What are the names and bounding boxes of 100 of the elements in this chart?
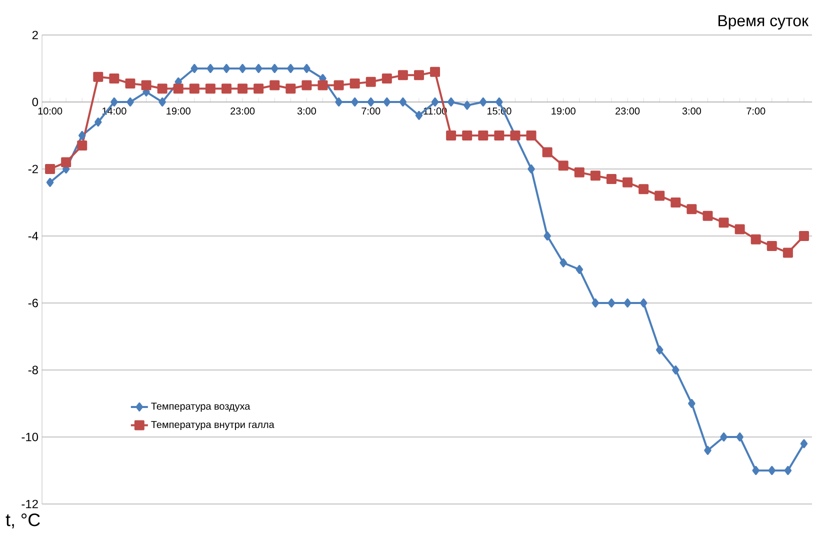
point xyxy=(447,97,455,106)
point xyxy=(672,365,680,374)
point xyxy=(510,130,520,140)
y-tick-label: -10 xyxy=(22,432,38,442)
point xyxy=(718,218,729,228)
point xyxy=(624,298,632,308)
y-tick-label: -12 xyxy=(22,500,38,508)
point xyxy=(544,231,551,240)
y-tick-label: -6 xyxy=(28,298,38,308)
point xyxy=(446,130,456,140)
point xyxy=(254,64,262,73)
point xyxy=(93,72,104,82)
point xyxy=(704,446,712,455)
point xyxy=(528,164,535,174)
x-tick-label: 3:00 xyxy=(682,108,701,115)
point xyxy=(221,84,232,94)
x-tick-label: 23:00 xyxy=(230,108,255,115)
point xyxy=(302,80,312,90)
point xyxy=(367,97,374,106)
point xyxy=(542,147,552,158)
point xyxy=(656,345,664,354)
x-tick-label: 19:00 xyxy=(552,108,576,115)
point xyxy=(431,97,439,106)
point xyxy=(46,178,54,187)
point xyxy=(768,466,776,475)
x-tick-label: 23:00 xyxy=(616,108,640,115)
x-tick-label: 3:00 xyxy=(297,108,316,115)
point xyxy=(798,230,809,241)
x-tick-label: 7:00 xyxy=(362,108,380,115)
point xyxy=(606,174,616,184)
y-tick-label: 0 xyxy=(32,98,38,106)
point xyxy=(686,204,697,214)
point xyxy=(640,298,648,308)
point xyxy=(784,466,792,475)
point xyxy=(638,184,649,194)
point xyxy=(398,70,408,80)
point xyxy=(688,398,696,408)
point xyxy=(61,157,72,168)
point xyxy=(782,248,793,258)
point xyxy=(463,100,471,110)
point xyxy=(94,118,102,127)
point xyxy=(205,84,216,94)
point xyxy=(189,84,200,94)
point xyxy=(110,97,118,106)
point xyxy=(335,97,342,106)
point xyxy=(415,110,423,120)
point xyxy=(286,84,296,94)
point xyxy=(366,76,376,87)
point xyxy=(622,177,633,188)
point xyxy=(592,298,600,308)
y-axis-title: t, °C xyxy=(6,513,40,528)
point xyxy=(270,80,280,90)
point xyxy=(287,64,294,73)
point xyxy=(382,74,392,84)
y-tick-label: 2 xyxy=(32,30,38,40)
point xyxy=(350,78,360,89)
legend-label: Температура воздуха xyxy=(151,402,250,412)
point xyxy=(351,97,358,106)
point xyxy=(752,466,760,475)
point xyxy=(238,64,246,73)
point xyxy=(608,298,616,308)
point xyxy=(558,160,568,171)
x-tick-label: 19:00 xyxy=(166,108,190,115)
point xyxy=(173,84,184,94)
point xyxy=(238,84,248,94)
x-tick-label: 7:00 xyxy=(746,108,766,115)
point xyxy=(560,258,567,268)
point xyxy=(399,97,407,106)
point xyxy=(574,167,584,178)
point xyxy=(734,224,745,234)
point xyxy=(334,80,344,90)
point xyxy=(670,197,681,208)
point xyxy=(190,64,198,73)
point xyxy=(702,210,713,221)
point xyxy=(590,170,600,181)
point xyxy=(430,66,440,77)
point xyxy=(736,432,744,442)
point xyxy=(77,140,88,151)
legend-label: Температура внутри галла xyxy=(151,421,274,430)
point xyxy=(125,78,136,89)
point xyxy=(270,64,278,73)
point xyxy=(45,164,56,174)
y-tick-label: -4 xyxy=(28,232,38,240)
point xyxy=(254,84,264,94)
y-tick-label: -2 xyxy=(28,164,38,174)
point xyxy=(318,80,328,90)
point xyxy=(206,64,214,73)
point xyxy=(462,130,472,140)
point xyxy=(158,97,166,106)
point xyxy=(766,241,777,252)
point xyxy=(800,439,808,448)
point xyxy=(414,70,424,80)
point xyxy=(222,64,230,73)
point xyxy=(303,64,310,73)
point xyxy=(720,432,728,442)
point xyxy=(494,130,504,140)
point xyxy=(109,74,120,84)
point xyxy=(496,97,503,106)
y-tick-label: -8 xyxy=(28,366,38,374)
point xyxy=(480,97,487,106)
